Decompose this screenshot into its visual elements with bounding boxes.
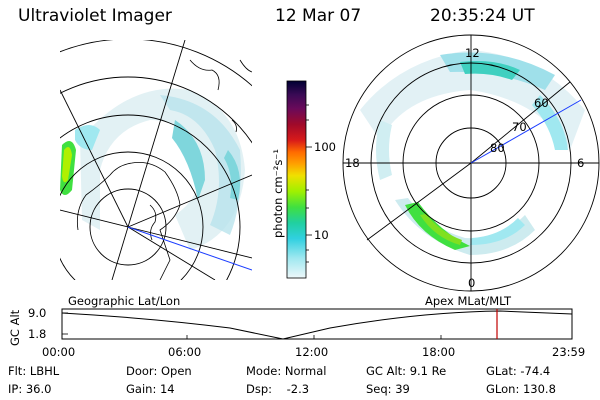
info-ip: IP: 36.0 (8, 382, 52, 396)
mlt-label-18: 18 (345, 156, 360, 170)
altitude-xtick-2359: 23:59 (552, 345, 586, 359)
altitude-ylabel: GC Alt (8, 309, 22, 346)
info-gc-alt: GC Alt: 9.1 Re (366, 364, 447, 378)
mlt-label-6: 6 (577, 156, 585, 170)
mlat-label-70: 70 (512, 120, 527, 134)
info-gain: Gain: 14 (126, 382, 175, 396)
date-label: 12 Mar 07 (275, 6, 362, 26)
info-seq: Seq: 39 (366, 382, 410, 396)
info-flt: Flt: LBHL (8, 364, 60, 378)
altitude-xtick-0000: 00:00 (42, 345, 76, 359)
altitude-xtick-1200: 12:00 (295, 345, 329, 359)
instrument-title: Ultraviolet Imager (18, 6, 172, 26)
info-mode: Mode: Normal (246, 364, 327, 378)
colorbar-tick-100: 100 (314, 140, 336, 154)
altitude-ytick-9: 9.0 (28, 306, 47, 320)
colorbar-tick-10: 10 (314, 228, 329, 242)
info-glat: GLat: -74.4 (486, 364, 551, 378)
altitude-ytick-1: 1.8 (28, 327, 47, 341)
left-map-caption: Geographic Lat/Lon (68, 294, 181, 308)
altitude-xtick-1800: 18:00 (422, 345, 456, 359)
geographic-map (60, 40, 252, 280)
info-dsp: Dsp: -2.3 (246, 382, 310, 396)
mlat-label-80: 80 (490, 141, 505, 155)
colorbar-label: photon cm⁻²s⁻¹ (271, 149, 285, 238)
info-door: Door: Open (126, 364, 192, 378)
altitude-curve (61, 310, 573, 340)
altitude-xtick-0600: 06:00 (168, 345, 202, 359)
right-map-caption: Apex MLat/MLT (425, 294, 512, 308)
mlat-label-60: 60 (534, 96, 549, 110)
colorbar (286, 80, 307, 279)
mlt-label-12: 12 (465, 46, 480, 60)
polar-map (342, 34, 600, 292)
mlt-label-0: 0 (468, 276, 476, 290)
info-glon: GLon: 130.8 (486, 382, 556, 396)
altitude-plot-frame (61, 308, 573, 340)
time-label: 20:35:24 UT (430, 6, 535, 26)
